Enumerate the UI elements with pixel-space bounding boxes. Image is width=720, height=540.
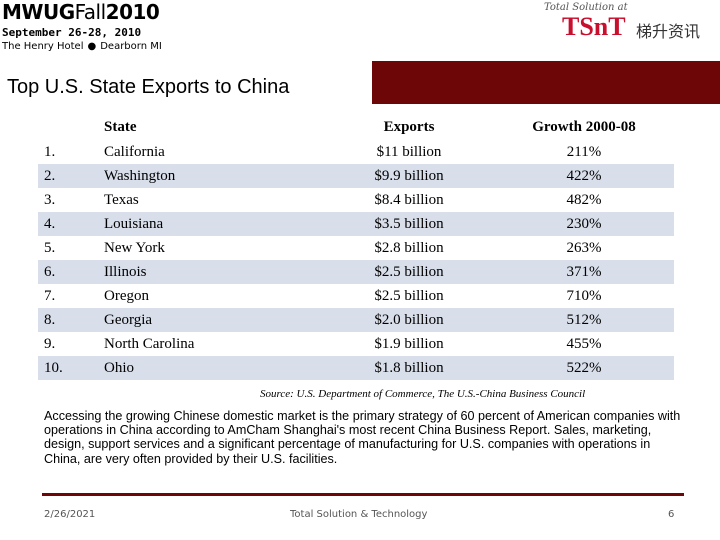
state-cell: North Carolina: [104, 335, 195, 352]
state-cell: Georgia: [104, 311, 153, 328]
table-row: 8. Georgia $2.0 billion 512%: [38, 308, 674, 332]
exports-cell: $2.5 billion: [374, 263, 444, 280]
growth-cell: 710%: [566, 287, 602, 304]
growth-cell: 482%: [566, 191, 602, 208]
tsnt-chinese-name: 梯升资讯: [636, 22, 701, 41]
table-row: 5. New York $2.8 billion 263%: [38, 236, 674, 260]
table-row: 1. California $11 billion 211%: [38, 140, 674, 164]
header-exports: Exports: [383, 118, 435, 135]
footer-page-number: 6: [668, 509, 675, 520]
growth-cell: 211%: [566, 143, 602, 160]
footer-date: 2/26/2021: [44, 509, 96, 520]
growth-cell: 230%: [566, 215, 602, 232]
rank-cell: 8.: [44, 311, 56, 328]
header-growth: Growth 2000-08: [532, 118, 636, 135]
growth-cell: 422%: [566, 167, 602, 184]
rank-cell: 6.: [44, 263, 56, 280]
exports-cell: $2.8 billion: [374, 239, 444, 256]
exports-cell: $1.9 billion: [374, 335, 444, 352]
growth-cell: 263%: [566, 239, 602, 256]
state-cell: Texas: [104, 191, 139, 208]
title-background: [0, 61, 372, 104]
table-row: 7. Oregon $2.5 billion 710%: [38, 284, 674, 308]
rank-cell: 10.: [44, 359, 63, 376]
mwug-logo: MWUGFall2010 September 26-28, 2010 The H…: [2, 0, 162, 54]
tsnt-logo: Total Solution at TSnT 梯升资讯: [544, 2, 716, 42]
header-state: State: [104, 118, 137, 135]
state-cell: Louisiana: [104, 215, 164, 232]
exports-cell: $11 billion: [376, 143, 442, 160]
rank-cell: 1.: [44, 143, 56, 160]
event-venue: The Henry Hotel ● Dearborn MI: [2, 41, 162, 52]
exports-table: State Exports Growth 2000-08 1. Californi…: [38, 114, 674, 380]
rank-cell: 4.: [44, 215, 56, 232]
table-header-row: State Exports Growth 2000-08: [38, 114, 674, 140]
rank-cell: 3.: [44, 191, 56, 208]
state-cell: Washington: [104, 167, 176, 184]
mwug-logo-title: MWUGFall2010: [2, 0, 160, 24]
rank-cell: 2.: [44, 167, 56, 184]
exports-cell: $1.8 billion: [374, 359, 444, 376]
state-cell: Illinois: [104, 263, 147, 280]
rank-cell: 7.: [44, 287, 56, 304]
state-cell: Oregon: [104, 287, 149, 304]
state-cell: California: [104, 143, 165, 160]
table-row: 6. Illinois $2.5 billion 371%: [38, 260, 674, 284]
tsnt-brand: TSnT: [562, 12, 626, 41]
slide-title: Top U.S. State Exports to China: [7, 76, 290, 98]
state-cell: Ohio: [104, 359, 134, 376]
footer-divider: [42, 493, 684, 496]
table-row: 3. Texas $8.4 billion 482%: [38, 188, 674, 212]
exports-cell: $2.5 billion: [374, 287, 444, 304]
table-row: 2. Washington $9.9 billion 422%: [38, 164, 674, 188]
exports-cell: $2.0 billion: [374, 311, 444, 328]
footer-company: Total Solution & Technology: [290, 509, 428, 520]
rank-cell: 5.: [44, 239, 56, 256]
exports-cell: $9.9 billion: [374, 167, 444, 184]
table-row: 10. Ohio $1.8 billion 522%: [38, 356, 674, 380]
table-source-note: Source: U.S. Department of Commerce, The…: [260, 388, 586, 400]
title-bar: [0, 61, 720, 104]
rank-cell: 9.: [44, 335, 56, 352]
event-dates: September 26-28, 2010: [2, 26, 142, 39]
growth-cell: 522%: [566, 359, 602, 376]
state-cell: New York: [104, 239, 165, 256]
header-rank: [38, 114, 100, 140]
exports-cell: $3.5 billion: [374, 215, 444, 232]
table-row: 9. North Carolina $1.9 billion 455%: [38, 332, 674, 356]
growth-cell: 371%: [566, 263, 602, 280]
body-paragraph: Accessing the growing Chinese domestic m…: [44, 409, 681, 466]
table-row: 4. Louisiana $3.5 billion 230%: [38, 212, 674, 236]
tsnt-tagline: Total Solution at: [544, 2, 628, 13]
growth-cell: 512%: [566, 311, 602, 328]
exports-table-container: State Exports Growth 2000-08 1. Californi…: [38, 114, 674, 384]
growth-cell: 455%: [566, 335, 602, 352]
exports-cell: $8.4 billion: [374, 191, 444, 208]
